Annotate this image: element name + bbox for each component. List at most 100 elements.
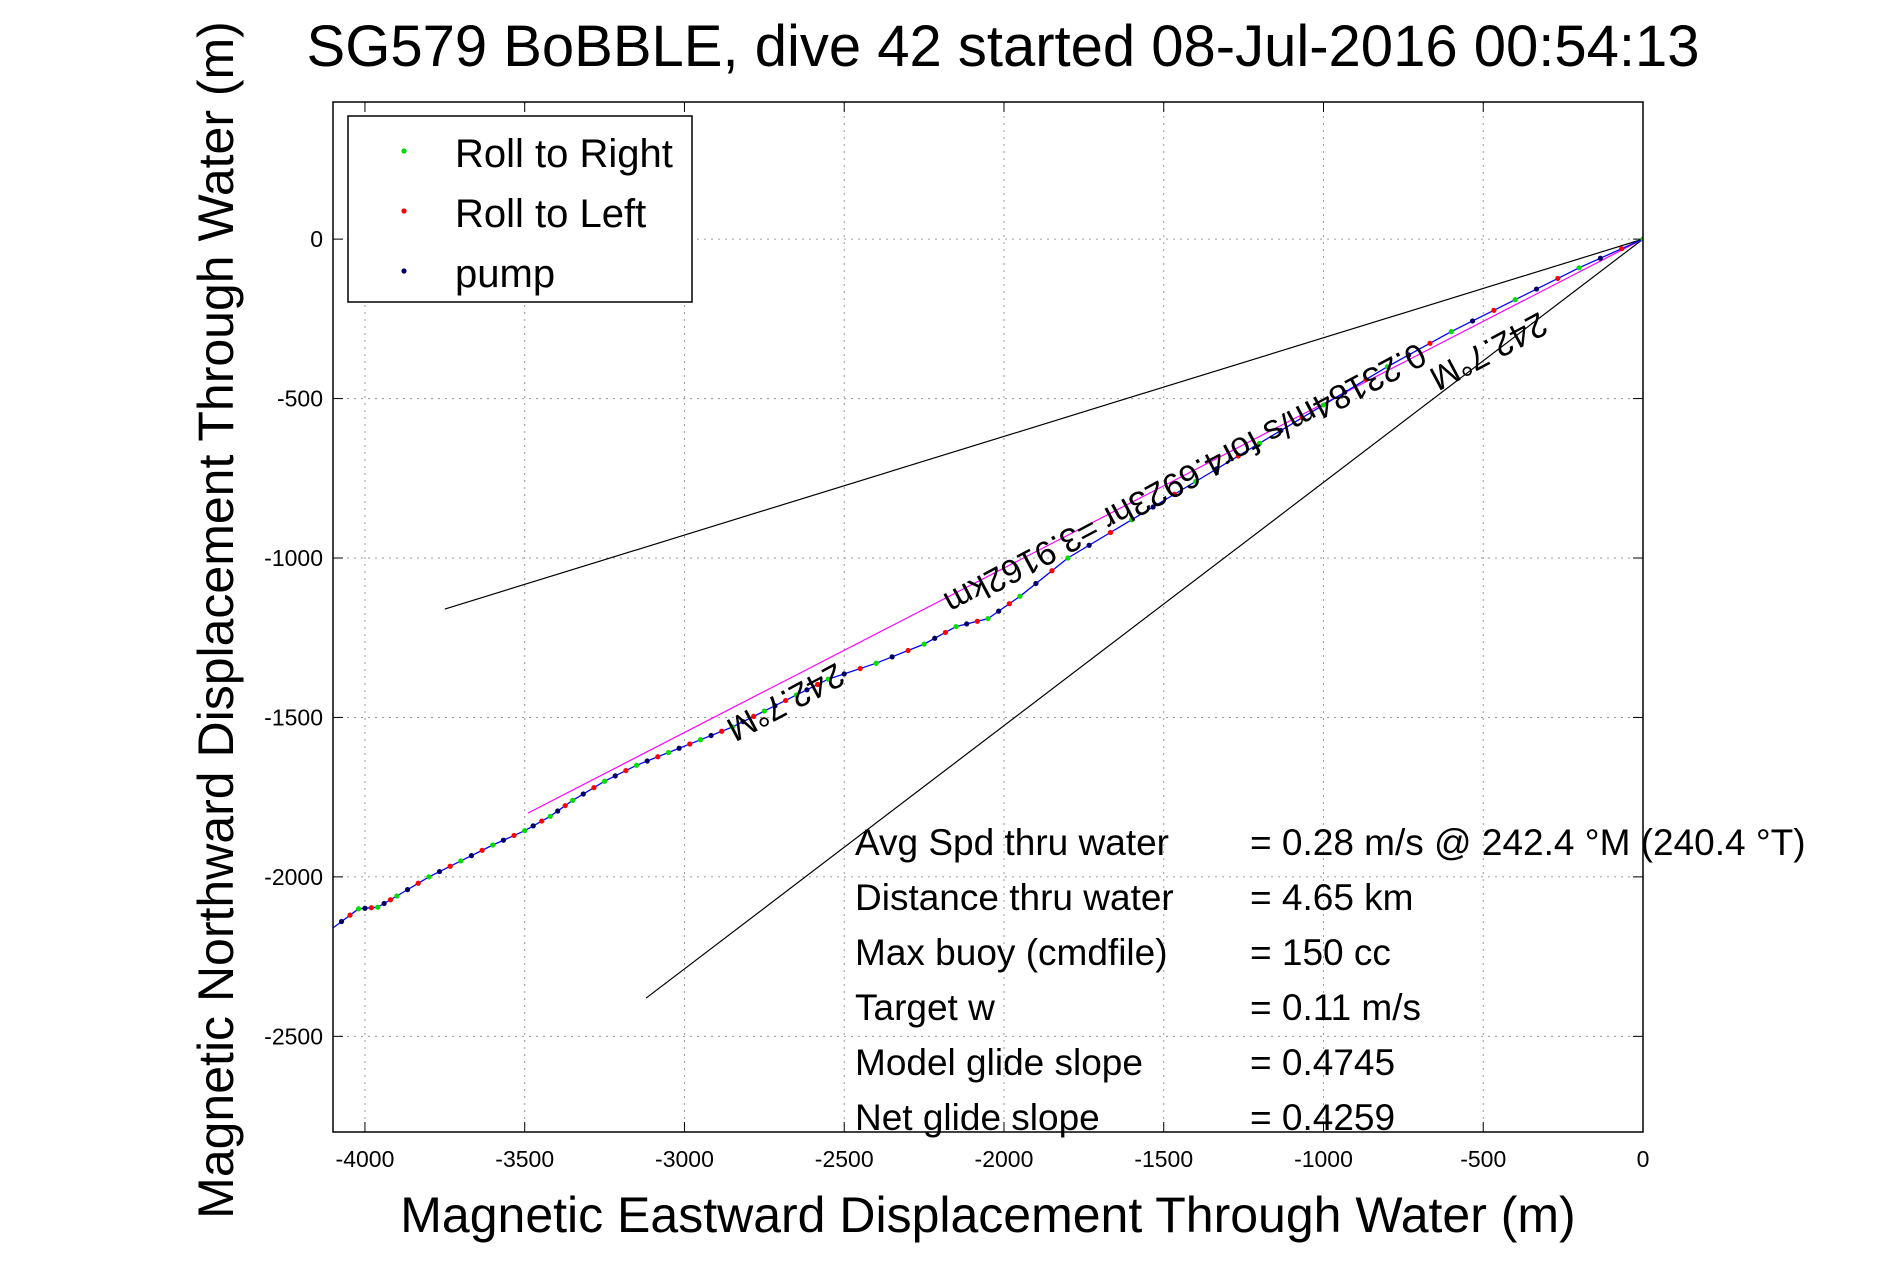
x-tick-label: -1500 xyxy=(1134,1146,1193,1172)
x-tick-label: -4000 xyxy=(336,1146,395,1172)
track-marker xyxy=(783,697,789,704)
track-marker xyxy=(1214,466,1220,472)
track-marker xyxy=(601,778,608,784)
y-tick-label: -2000 xyxy=(264,864,323,890)
track-marker xyxy=(708,732,714,739)
track-marker xyxy=(1320,402,1327,408)
track-marker xyxy=(793,692,799,698)
stat-value: = 0.4745 xyxy=(1250,1042,1395,1083)
y-axis-label: Magnetic Northward Displacement Through … xyxy=(188,21,244,1219)
track-marker xyxy=(338,918,345,925)
plot-frame xyxy=(332,101,1644,1133)
track-marker xyxy=(1278,427,1284,434)
stat-value: = 0.4259 xyxy=(1250,1097,1395,1138)
axis-ticks: -4000 -3500 -3000 -2500 -2000 -1500 -1000 -500 0… xyxy=(264,102,1649,1172)
track-marker xyxy=(942,629,948,636)
track-marker xyxy=(1017,593,1023,599)
track-marker xyxy=(676,745,682,751)
track-marker xyxy=(1006,601,1012,607)
legend-marker xyxy=(401,148,407,154)
stat-label: Target w xyxy=(855,987,995,1028)
track-marker xyxy=(1555,275,1561,282)
track-marker xyxy=(1469,318,1476,324)
track-marker xyxy=(719,728,725,734)
track-marker xyxy=(751,713,757,719)
track-marker xyxy=(1049,568,1055,574)
track-marker xyxy=(932,635,938,641)
guide-lines xyxy=(444,238,1643,999)
track-marker xyxy=(804,687,810,693)
track-marker xyxy=(655,754,661,760)
y-tick-label: -500 xyxy=(277,386,323,412)
track-marker xyxy=(761,708,767,714)
stat-value: = 150 cc xyxy=(1250,932,1391,973)
track-marker xyxy=(1512,297,1518,303)
track-marker xyxy=(387,897,394,903)
x-tick-label: -2000 xyxy=(975,1146,1034,1172)
track-marker xyxy=(921,641,927,647)
track-marker xyxy=(539,818,545,824)
stat-value: = 0.28 m/s @ 242.4 °M (240.4 °T) xyxy=(1250,822,1806,863)
dive-stats: Avg Spd thru water = 0.28 m/s @ 242.4 °M … xyxy=(855,822,1806,1138)
chart-title: SG579 BoBBLE, dive 42 started 08-Jul-201… xyxy=(307,14,1700,79)
y-tick-label: -1000 xyxy=(264,545,323,571)
track-marker xyxy=(1171,491,1177,497)
track-marker xyxy=(347,912,353,918)
x-tick-label: -500 xyxy=(1460,1146,1506,1172)
track-marker xyxy=(447,863,453,869)
stat-label: Net glide slope xyxy=(855,1097,1100,1138)
track-markers xyxy=(338,236,1643,925)
track-marker xyxy=(368,905,374,911)
track-marker xyxy=(522,828,528,834)
track-marker xyxy=(468,853,475,859)
track-marker xyxy=(953,623,959,630)
track-marker xyxy=(740,719,746,725)
track-marker xyxy=(1107,529,1114,536)
track-marker xyxy=(964,621,970,627)
track-marker xyxy=(555,808,561,814)
legend-label: Roll to Left xyxy=(455,192,646,236)
track-marker xyxy=(687,741,693,747)
track-marker xyxy=(426,874,432,880)
legend-marker xyxy=(401,208,407,214)
x-tick-label: -3500 xyxy=(495,1146,554,1172)
legend: Roll to Right Roll to Left pump xyxy=(347,115,693,303)
track-marker xyxy=(562,803,568,809)
track-marker xyxy=(436,868,443,875)
track-marker xyxy=(825,676,831,682)
track-marker xyxy=(511,832,517,839)
guide-line xyxy=(645,238,1643,999)
track-marker xyxy=(873,660,879,666)
track-marker xyxy=(570,797,576,803)
track-marker xyxy=(1086,542,1092,548)
track-marker xyxy=(1406,352,1412,358)
track-marker xyxy=(1427,340,1433,346)
stat-label: Distance thru water xyxy=(855,877,1174,918)
track-marker xyxy=(591,785,597,791)
track-marker xyxy=(580,791,586,797)
track-marker xyxy=(985,615,991,622)
track-marker xyxy=(1619,246,1625,252)
track-marker xyxy=(1299,415,1305,421)
stat-label: Model glide slope xyxy=(855,1042,1143,1083)
track-marker xyxy=(996,608,1002,614)
track-marker xyxy=(633,762,640,768)
track-marker xyxy=(362,905,368,911)
stat-value: = 4.65 km xyxy=(1250,877,1414,918)
track-marker xyxy=(1342,389,1348,395)
track-marker xyxy=(355,906,362,912)
track-marker xyxy=(458,858,464,864)
track-marker xyxy=(1576,265,1582,271)
track-marker xyxy=(841,671,847,677)
track-marker xyxy=(1256,440,1263,446)
track-marker xyxy=(1193,478,1199,485)
y-tick-label: -2500 xyxy=(264,1023,323,1049)
track-marker xyxy=(1033,580,1039,587)
track-marker xyxy=(1235,453,1241,459)
stat-label: Avg Spd thru water xyxy=(855,822,1169,863)
track-marker xyxy=(889,654,895,660)
track-marker xyxy=(530,823,536,829)
x-tick-label: -2500 xyxy=(815,1146,874,1172)
